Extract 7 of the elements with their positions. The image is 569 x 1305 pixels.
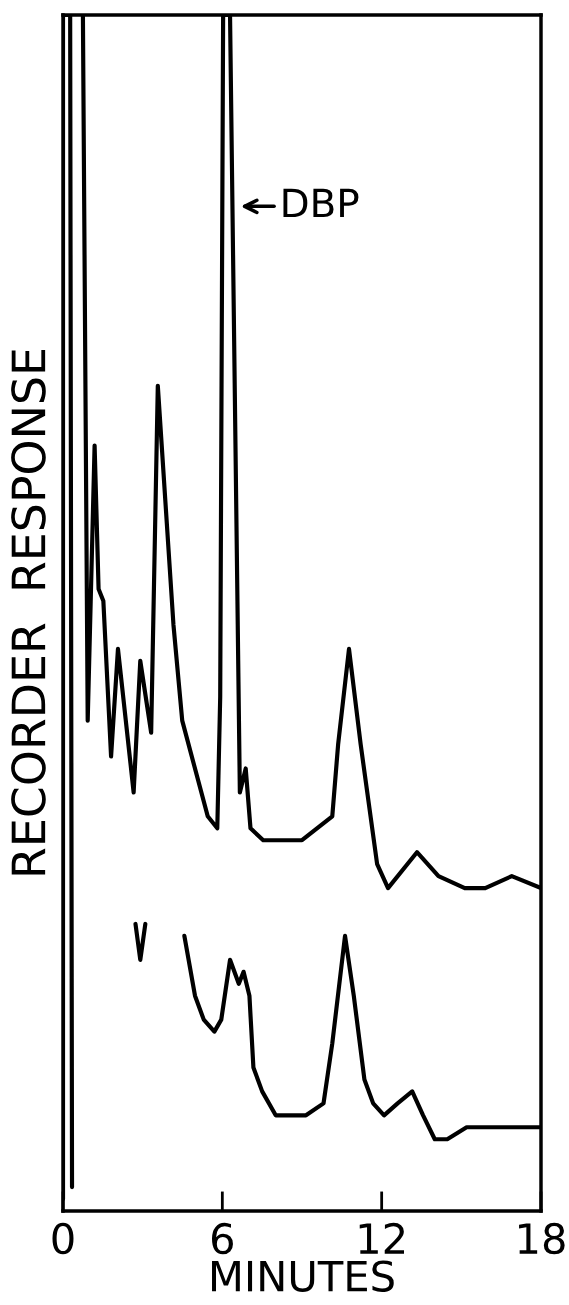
x-axis-title: MINUTES [212, 1260, 394, 1292]
annotation: DBP [283, 188, 359, 218]
y-axis-title: RECORDER RESPONSE [11, 349, 46, 875]
x-tick-label: 12 [359, 1222, 404, 1254]
x-tick-label: 0 [52, 1222, 74, 1255]
x-tick-label: 6 [211, 1222, 233, 1255]
x-tick-label: 18 [519, 1222, 565, 1255]
